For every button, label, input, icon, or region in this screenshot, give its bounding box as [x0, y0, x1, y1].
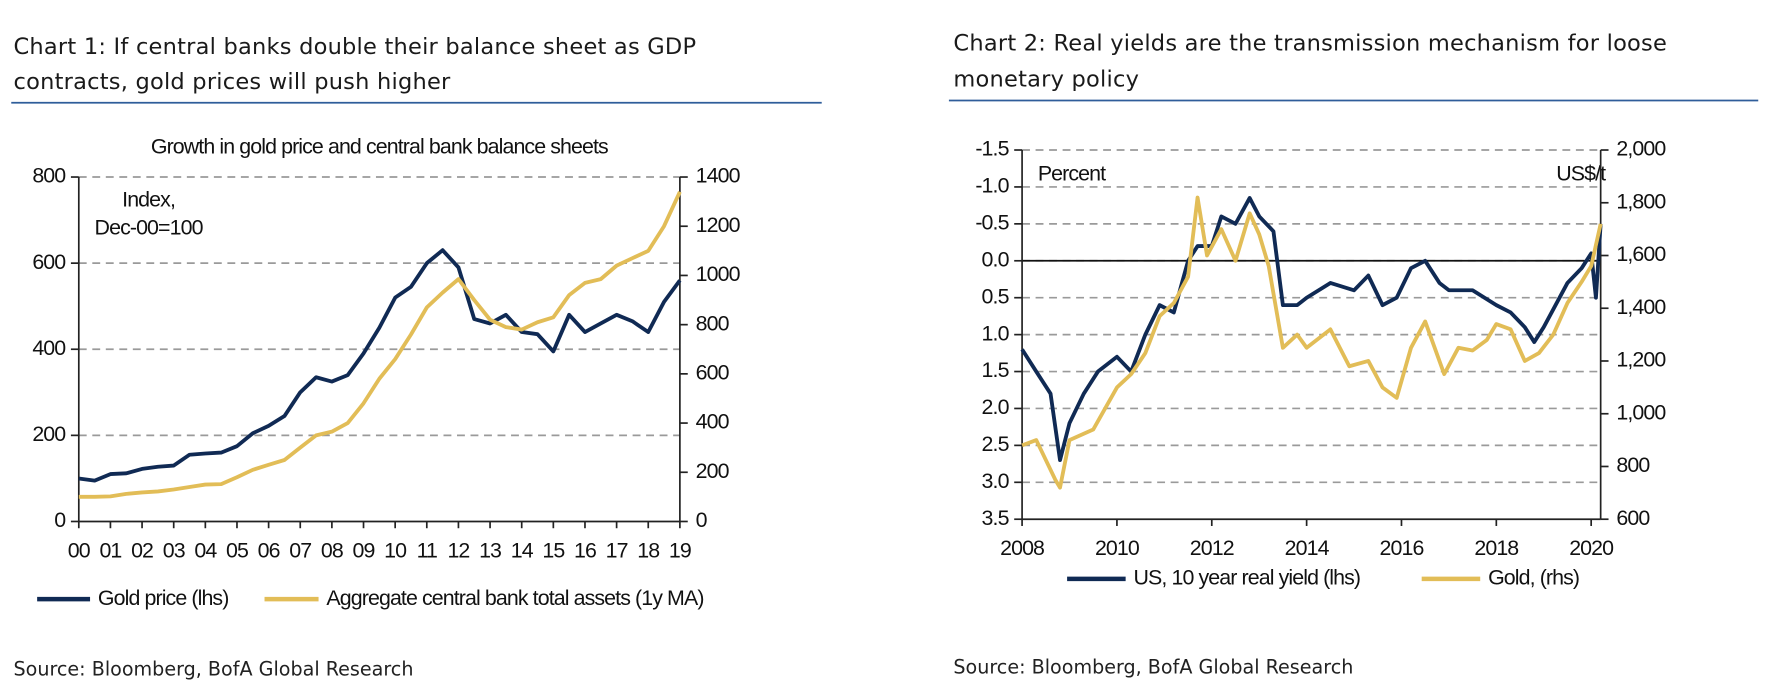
- y-tick-label: 800: [32, 164, 66, 188]
- legend-label: Aggregate central bank total assets (1y …: [326, 586, 703, 610]
- y2-tick-label: 800: [1616, 453, 1650, 477]
- x-tick-label: 07: [289, 539, 311, 563]
- x-tick-label: 2016: [1379, 536, 1423, 560]
- x-tick-label: 00: [68, 539, 91, 563]
- legend-label: US, 10 year real yield (lhs): [1134, 566, 1361, 590]
- y-tick-label: -1.0: [975, 174, 1009, 198]
- y2-tick-label: 1,400: [1616, 295, 1666, 319]
- chart-title: Growth in gold price and central bank ba…: [151, 134, 608, 158]
- y-tick-label: 2.0: [982, 395, 1010, 419]
- y-tick-label: -0.5: [975, 210, 1008, 234]
- y-tick-label: 400: [32, 336, 66, 360]
- y-tick-label: 3.5: [982, 506, 1009, 530]
- y2-tick-label: 1,200: [1616, 348, 1666, 372]
- series-line: [1020, 196, 1603, 463]
- y2-tick-label: 400: [696, 410, 730, 434]
- chart-heading: monetary policy: [953, 67, 1139, 93]
- x-tick-label: 2020: [1569, 536, 1614, 560]
- series-line: [78, 190, 682, 499]
- x-tick-label: 18: [637, 539, 659, 563]
- x-tick-label: 13: [479, 539, 501, 563]
- x-tick-label: 04: [194, 539, 217, 563]
- annotation: US$/t: [1556, 161, 1606, 185]
- x-tick-label: 2014: [1285, 536, 1330, 560]
- y-tick-label: -1.5: [975, 137, 1008, 161]
- x-tick-label: 10: [384, 539, 407, 563]
- chart-heading: contracts, gold prices will push higher: [14, 69, 452, 95]
- y2-tick-label: 800: [696, 311, 730, 335]
- x-tick-label: 16: [574, 539, 596, 563]
- x-tick-label: 06: [258, 539, 280, 563]
- source: Source: Bloomberg, BofA Global Research: [14, 658, 414, 681]
- y-tick-label: 3.0: [982, 469, 1010, 493]
- x-tick-label: 19: [669, 539, 691, 563]
- series-line: [78, 248, 682, 483]
- y2-tick-label: 200: [696, 459, 730, 483]
- x-tick-label: 12: [447, 539, 469, 563]
- y2-tick-label: 1,600: [1616, 242, 1666, 266]
- y2-tick-label: 2,000: [1616, 137, 1666, 161]
- y-tick-label: 600: [32, 250, 66, 274]
- y2-tick-label: 1200: [696, 213, 741, 237]
- annotation: Dec-00=100: [95, 215, 204, 239]
- x-tick-label: 2008: [1000, 536, 1044, 560]
- y-tick-label: 200: [32, 422, 66, 446]
- x-tick-label: 08: [321, 539, 343, 563]
- annotation: Percent: [1038, 161, 1106, 185]
- x-tick-label: 17: [606, 539, 628, 563]
- x-tick-label: 09: [353, 539, 375, 563]
- chart-heading: Chart 2: Real yields are the transmissio…: [953, 31, 1667, 57]
- y2-tick-label: 0: [696, 508, 708, 532]
- x-tick-label: 2018: [1474, 536, 1518, 560]
- y2-tick-label: 1,000: [1616, 400, 1666, 424]
- annotation: Index,: [122, 187, 175, 211]
- y-tick-label: 0.0: [982, 247, 1010, 271]
- x-tick-label: 15: [542, 539, 564, 563]
- legend-label: Gold, (rhs): [1488, 566, 1579, 590]
- x-tick-label: 2010: [1095, 536, 1140, 560]
- legend-label: Gold price (lhs): [98, 586, 229, 610]
- x-tick-label: 05: [226, 539, 248, 563]
- x-tick-label: 02: [131, 539, 153, 563]
- y-tick-label: 0.5: [982, 284, 1009, 308]
- y2-tick-label: 1000: [696, 262, 741, 286]
- x-tick-label: 03: [163, 539, 185, 563]
- y2-tick-label: 600: [696, 360, 730, 384]
- series-line: [1021, 195, 1603, 490]
- x-tick-label: 2012: [1190, 536, 1234, 560]
- x-tick-label: 11: [417, 539, 437, 563]
- y2-tick-label: 1,800: [1616, 189, 1666, 213]
- x-tick-label: 14: [511, 539, 534, 563]
- y-tick-label: 1.5: [982, 358, 1009, 382]
- x-tick-label: 01: [99, 539, 121, 563]
- y-tick-label: 1.0: [982, 321, 1010, 345]
- y-tick-label: 2.5: [982, 432, 1009, 456]
- chart-heading: Chart 1: If central banks double their b…: [14, 34, 697, 60]
- y2-tick-label: 600: [1616, 506, 1650, 530]
- y2-tick-label: 1400: [696, 164, 741, 188]
- y-tick-label: 0: [54, 508, 66, 532]
- source: Source: Bloomberg, BofA Global Research: [953, 655, 1353, 678]
